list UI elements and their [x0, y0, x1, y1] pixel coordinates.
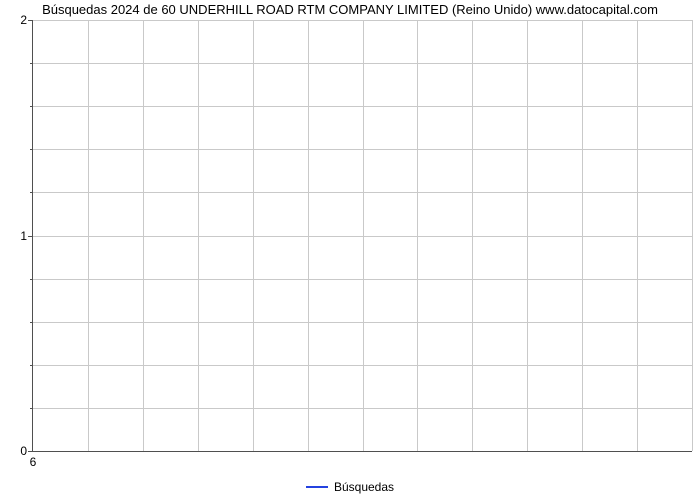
plot-area: 0126 — [32, 20, 692, 452]
chart-title: Búsquedas 2024 de 60 UNDERHILL ROAD RTM … — [0, 2, 700, 17]
legend: Búsquedas — [0, 480, 700, 494]
ytick-mark — [30, 192, 33, 193]
gridline-v — [143, 20, 144, 451]
plot-wrap: 0126 — [32, 20, 692, 452]
gridline-v — [527, 20, 528, 451]
ytick-mark — [30, 365, 33, 366]
chart-title-right: www.datocapital.com — [536, 2, 658, 17]
gridline-v — [472, 20, 473, 451]
ytick-mark — [30, 279, 33, 280]
ytick-mark — [30, 63, 33, 64]
ytick-mark — [30, 408, 33, 409]
legend-label: Búsquedas — [334, 480, 394, 494]
legend-swatch — [306, 486, 328, 488]
ytick-mark — [30, 106, 33, 107]
ytick-label: 2 — [20, 13, 33, 27]
ytick-label: 1 — [20, 229, 33, 243]
gridline-v — [582, 20, 583, 451]
gridline-v — [253, 20, 254, 451]
xtick-label: 6 — [30, 451, 37, 469]
gridline-v — [417, 20, 418, 451]
gridline-v — [88, 20, 89, 451]
gridline-v — [637, 20, 638, 451]
gridline-v — [308, 20, 309, 451]
gridline-v — [692, 20, 693, 451]
gridline-v — [363, 20, 364, 451]
ytick-mark — [30, 149, 33, 150]
chart-title-left: Búsquedas 2024 de 60 UNDERHILL ROAD RTM … — [42, 2, 532, 17]
gridline-v — [198, 20, 199, 451]
ytick-mark — [30, 322, 33, 323]
